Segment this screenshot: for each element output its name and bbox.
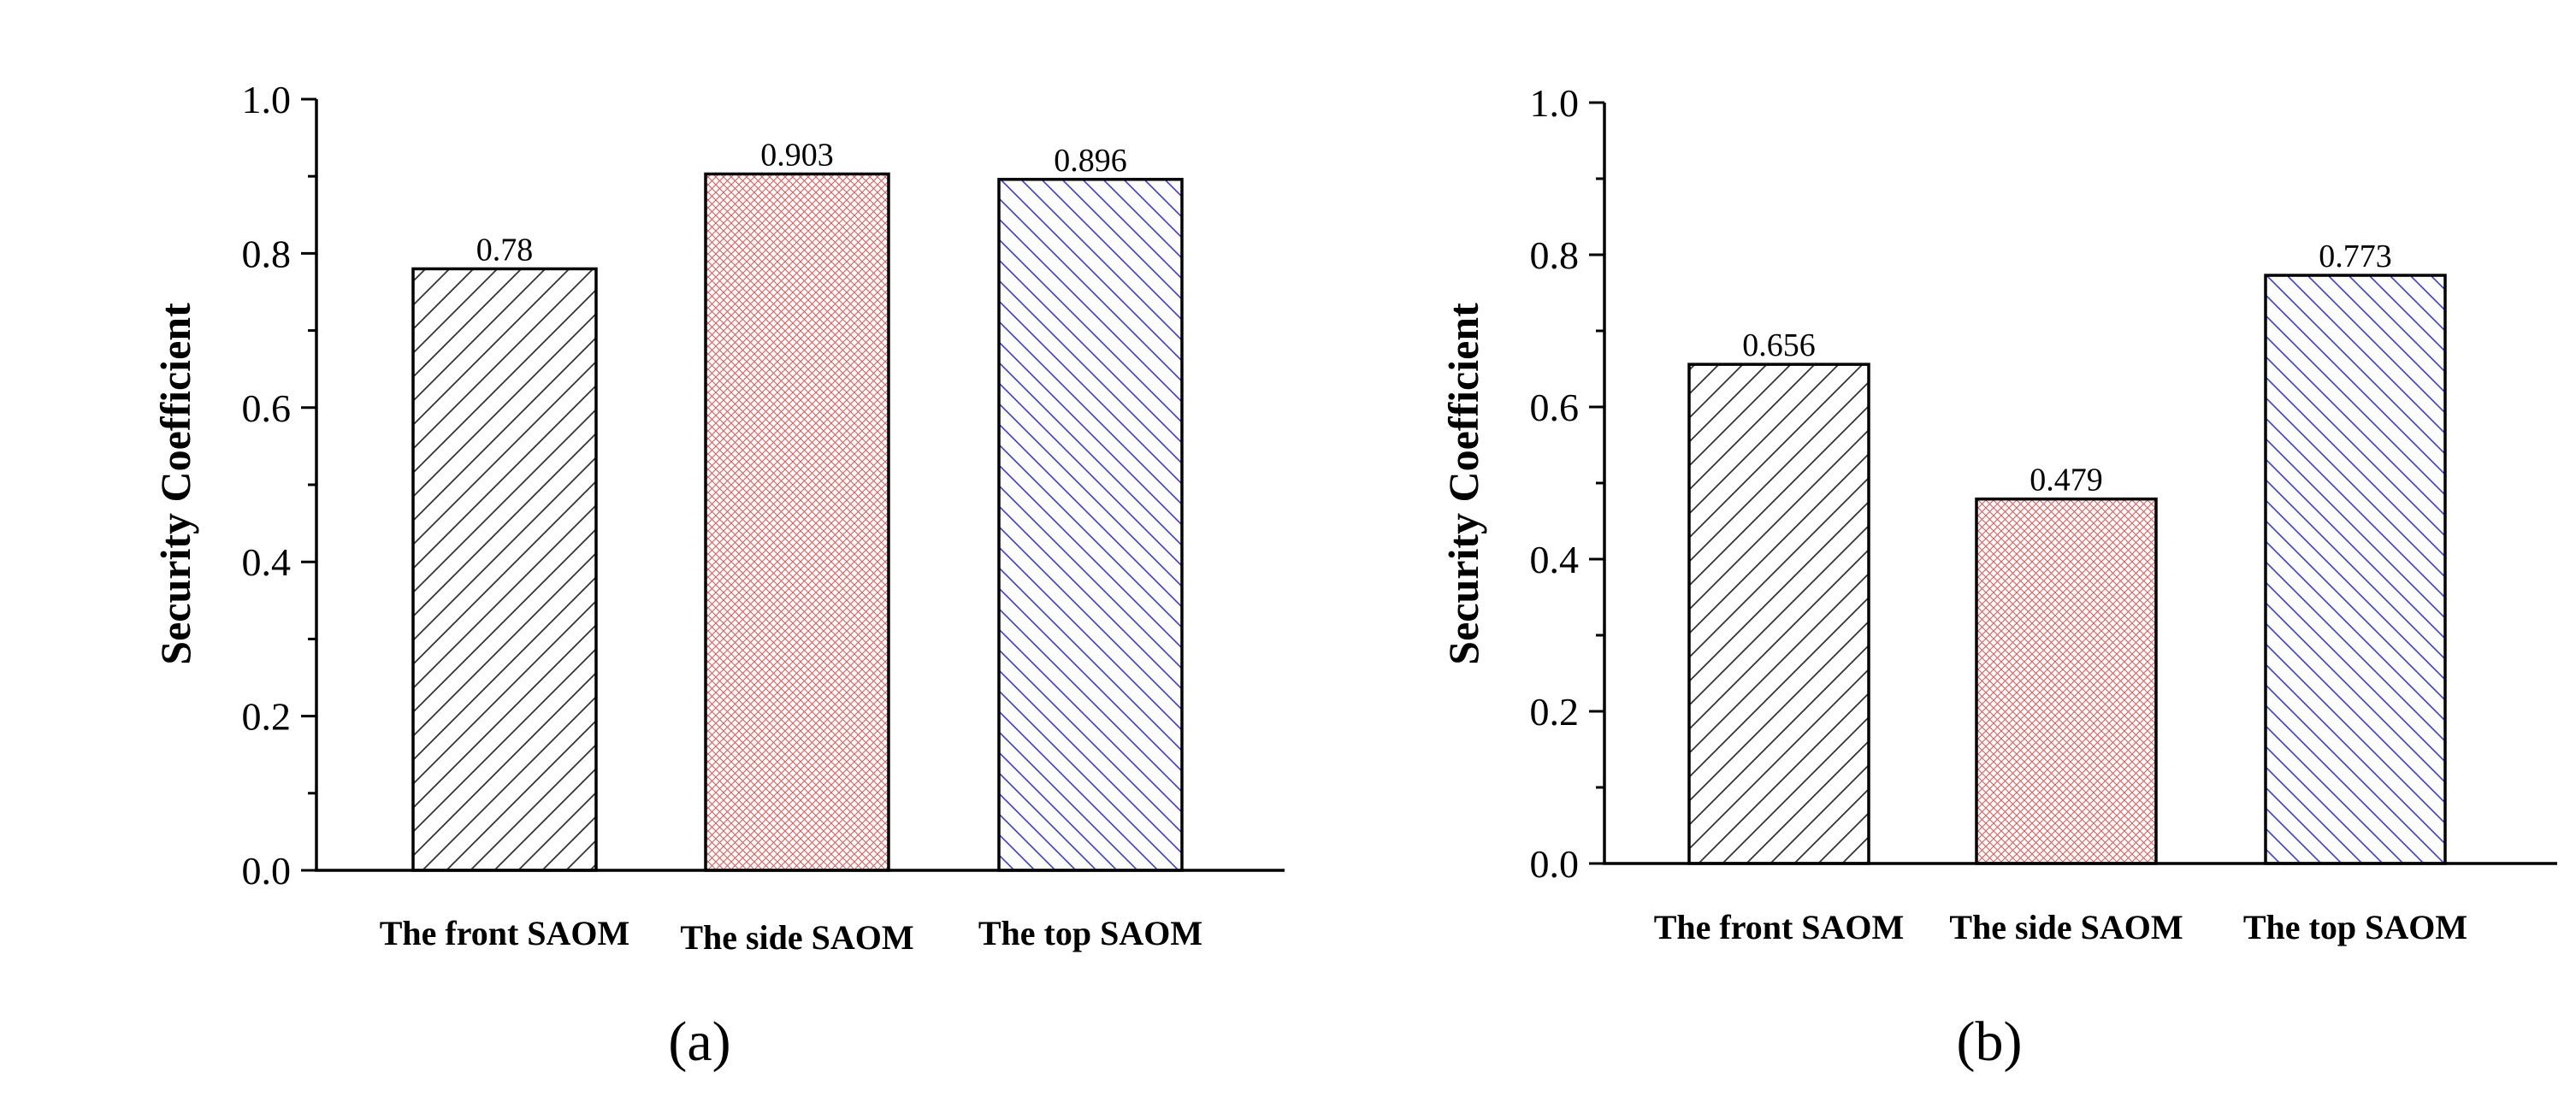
data-label-side-a: 0.903 <box>760 137 834 173</box>
y-tick-label-a: 0.4 <box>242 540 292 584</box>
y-tick-label-b: 0.0 <box>1530 842 1580 886</box>
category-label-front-b: The front SAOM <box>1654 908 1905 946</box>
category-label-top-b: The top SAOM <box>2243 908 2467 946</box>
y-tick-label-b: 0.8 <box>1530 233 1580 277</box>
bar-front-a <box>411 267 598 872</box>
data-label-top-a: 0.896 <box>1054 143 1127 179</box>
category-label-front-a: The front SAOM <box>380 914 630 952</box>
y-tick-label-b: 0.4 <box>1530 538 1580 581</box>
bar-side-a <box>704 172 890 872</box>
category-label-side-a: The side SAOM <box>680 918 913 957</box>
y-tick-label-b: 1.0 <box>1530 81 1580 125</box>
data-label-side-b: 0.479 <box>2029 463 2103 498</box>
y-tick-label-a: 0.8 <box>242 232 292 275</box>
data-label-front-a: 0.78 <box>476 232 534 268</box>
y-tick-label-a: 0.6 <box>242 386 292 430</box>
y-tick-label-b: 0.2 <box>1530 690 1580 734</box>
y-axis-title-b: Security Coefficient <box>1439 303 1487 665</box>
y-tick-label-a: 0.0 <box>242 849 292 893</box>
category-label-top-a: The top SAOM <box>978 914 1202 952</box>
y-tick-label-a: 1.0 <box>242 78 292 121</box>
category-label-side-b: The side SAOM <box>1949 908 2183 946</box>
bars-b: 0.656 The front SAOM 0.479 The side SAOM 0.7… <box>1654 239 2467 946</box>
bars-a: 0.78 The front SAOM 0.903 The side SAOM 0.89… <box>380 137 1202 957</box>
data-label-top-b: 0.773 <box>2319 239 2392 274</box>
bar-top-a <box>997 178 1184 872</box>
panel-label-b: (b) <box>1957 1011 2023 1073</box>
y-axis-title-a: Security Coefficient <box>151 303 199 665</box>
panel-label-a: (a) <box>668 1011 730 1073</box>
bar-front-b <box>1687 362 1870 865</box>
bar-top-b <box>2264 274 2447 865</box>
y-tick-label-b: 0.6 <box>1530 386 1580 429</box>
bar-side-b <box>1975 497 2158 865</box>
panel-a: 0.0 0.2 0.4 0.6 0.8 1.0 0.78 The front SAOM 0.9… <box>151 78 1285 1073</box>
data-label-front-b: 0.656 <box>1742 327 1816 363</box>
y-tick-label-a: 0.2 <box>242 695 292 739</box>
